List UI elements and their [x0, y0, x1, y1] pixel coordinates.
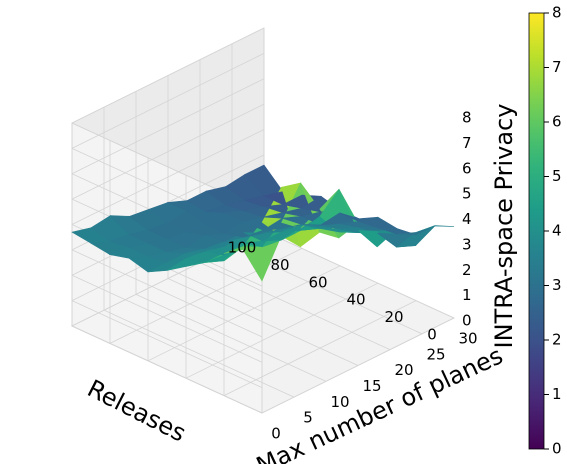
- grid-line: [199, 262, 391, 351]
- colorbar-tick-label: 5: [552, 167, 562, 185]
- grid-line: [71, 274, 263, 363]
- y-tick-label: 15: [362, 377, 381, 395]
- grid-line: [263, 230, 455, 319]
- y-tick-label: 0: [271, 425, 281, 443]
- grid-line: [103, 309, 295, 398]
- x-axis-label: Releases: [83, 374, 190, 447]
- grid-line: [71, 27, 265, 124]
- colorbar-tick-label: 0: [552, 440, 562, 458]
- colorbar-tick-label: 2: [552, 331, 562, 349]
- grid-line: [71, 249, 263, 338]
- z-axis-label: INTRA-space Privacy: [490, 104, 518, 349]
- z-tick-label: 6: [462, 159, 472, 177]
- z-tick-label: 8: [462, 109, 472, 127]
- y-tick-label: 30: [458, 330, 477, 348]
- y-tick-label: 25: [426, 345, 445, 363]
- grid-line: [71, 53, 265, 149]
- surface-mesh: [71, 164, 455, 282]
- grid-line: [71, 325, 263, 414]
- colorbar-tick-label: 8: [552, 4, 562, 22]
- z-tick-label: 5: [462, 185, 472, 203]
- z-tick-label: 7: [462, 134, 472, 152]
- grid-line: [71, 129, 265, 225]
- y-tick-label: 20: [394, 361, 413, 379]
- z-tick-label: 0: [462, 312, 472, 330]
- y-tick-label: 10: [330, 393, 349, 411]
- colorbar-tick-label: 3: [552, 276, 562, 294]
- x-tick-label: 40: [346, 291, 365, 309]
- surface-patch: [415, 225, 455, 233]
- z-tick-label: 1: [462, 286, 472, 304]
- colorbar-tick-label: 7: [552, 58, 562, 76]
- grid-line: [135, 293, 327, 382]
- colorbar-frame: [528, 12, 545, 450]
- grid-line: [71, 78, 265, 175]
- z-tick-label: 3: [462, 235, 472, 253]
- x-tick-label: 100: [228, 239, 257, 257]
- x-tick-label: 0: [427, 326, 437, 344]
- colorbar-ticks: 0 1 2 3 4 5 6 7 8: [528, 4, 562, 458]
- colorbar-tick-label: 6: [552, 113, 562, 131]
- y-tick-label: 5: [303, 409, 313, 427]
- x-tick-label: 60: [308, 273, 327, 291]
- colorbar: [529, 13, 544, 449]
- z-tick-label: 4: [462, 210, 472, 228]
- colorbar-tick-label: 4: [552, 222, 562, 240]
- x-tick-label: 80: [270, 256, 289, 274]
- grid-line: [167, 278, 359, 366]
- grid-line: [71, 300, 263, 388]
- grid-line: [71, 103, 265, 200]
- x-tick-label: 20: [384, 308, 403, 326]
- z-tick-label: 2: [462, 261, 472, 279]
- colorbar-tick-label: 1: [552, 385, 562, 403]
